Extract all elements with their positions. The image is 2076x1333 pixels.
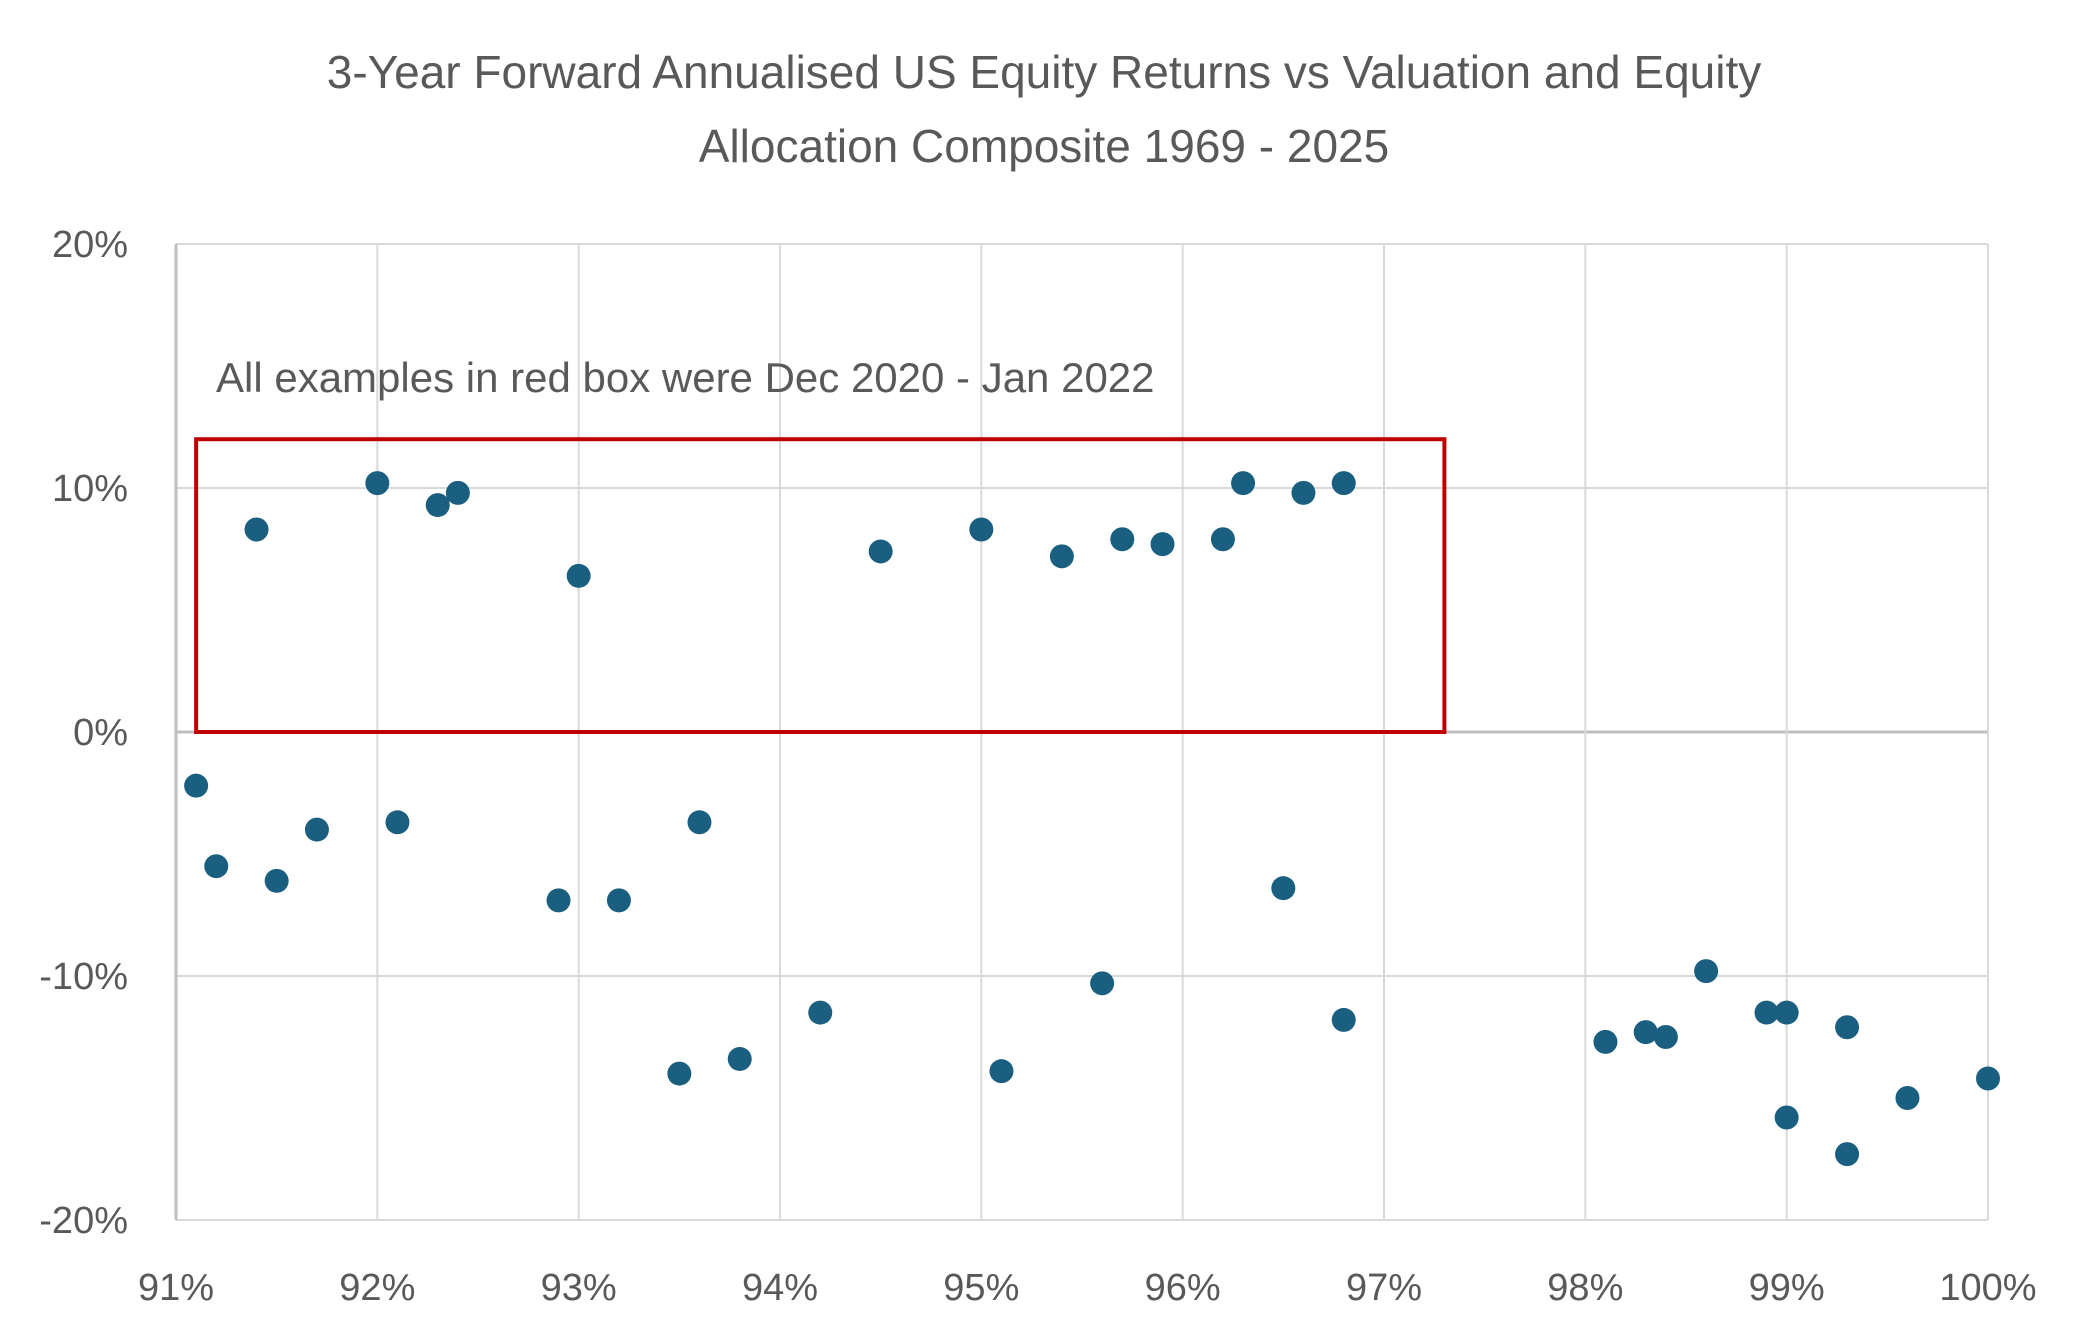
scatter-point	[1271, 876, 1296, 901]
scatter-point	[1210, 527, 1235, 552]
scatter-point	[1895, 1086, 1920, 1110]
tick-labels: 20% 10% 0% -10% -20%91% 92% 93% 94% 95% 96% 97% 98%…	[39, 224, 2036, 1309]
x-tick-label: 92%	[339, 1267, 415, 1309]
scatter-point	[1774, 1000, 1799, 1025]
x-tick-label: 96%	[1145, 1267, 1221, 1309]
scatter-point	[687, 810, 712, 835]
scatter-point	[1754, 1000, 1779, 1025]
scatter-point	[989, 1059, 1014, 1084]
scatter-point	[264, 868, 289, 893]
scatter-point	[1049, 544, 1074, 569]
scatter-point	[445, 480, 470, 505]
scatter-point	[808, 1000, 833, 1025]
scatter-point	[1231, 471, 1256, 496]
chart-title-line-2: Allocation Composite 1969 - 2025	[699, 120, 1389, 172]
scatter-point	[606, 888, 631, 913]
scatter-point	[365, 471, 390, 496]
chart-title-line-1: 3-Year Forward Annualised US Equity Retu…	[327, 46, 1761, 98]
scatter-point	[1774, 1105, 1799, 1130]
box-annotation: All examples in red box were Dec 2020 - …	[216, 354, 1155, 401]
scatter-point	[727, 1046, 752, 1071]
y-tick-label: 10%	[52, 468, 128, 510]
scatter-point	[204, 854, 229, 879]
highlight-box	[194, 437, 1447, 734]
scatter-point	[566, 563, 591, 588]
x-tick-label: 91%	[138, 1267, 214, 1309]
scatter-point	[1331, 1007, 1356, 1032]
x-tick-label: 95%	[943, 1267, 1019, 1309]
scatter-point	[1835, 1015, 1860, 1040]
scatter-point	[1331, 471, 1356, 496]
x-tick-label: 98%	[1547, 1267, 1623, 1309]
x-tick-label: 99%	[1749, 1267, 1825, 1309]
scatter-point	[1976, 1066, 2000, 1091]
scatter-point	[1633, 1020, 1658, 1045]
scatter-point	[969, 517, 994, 542]
scatter-point	[1291, 480, 1316, 505]
scatter-point	[868, 539, 893, 564]
scatter-point	[1110, 527, 1135, 552]
scatter-point	[244, 517, 269, 542]
scatter-point	[184, 773, 209, 798]
y-tick-label: -10%	[39, 956, 128, 998]
scatter-point	[425, 493, 450, 518]
scatter-point	[385, 810, 410, 835]
scatter-point	[1090, 971, 1115, 996]
data-points	[184, 471, 2000, 1167]
highlight-box-layer	[194, 437, 1447, 734]
scatter-point	[1593, 1029, 1618, 1054]
x-tick-label: 94%	[742, 1267, 818, 1309]
x-tick-label: 97%	[1346, 1267, 1422, 1309]
y-tick-label: 0%	[73, 712, 128, 754]
y-tick-label: -20%	[39, 1200, 128, 1242]
x-tick-label: 100%	[1939, 1267, 2036, 1309]
x-tick-label: 93%	[541, 1267, 617, 1309]
scatter-point	[546, 888, 571, 913]
scatter-point	[1150, 532, 1175, 557]
scatter-point	[667, 1061, 692, 1086]
scatter-point	[1835, 1142, 1860, 1167]
scatter-point	[1694, 959, 1719, 984]
y-tick-label: 20%	[52, 224, 128, 266]
scatter-point	[304, 817, 329, 842]
scatter-point	[1653, 1025, 1678, 1049]
